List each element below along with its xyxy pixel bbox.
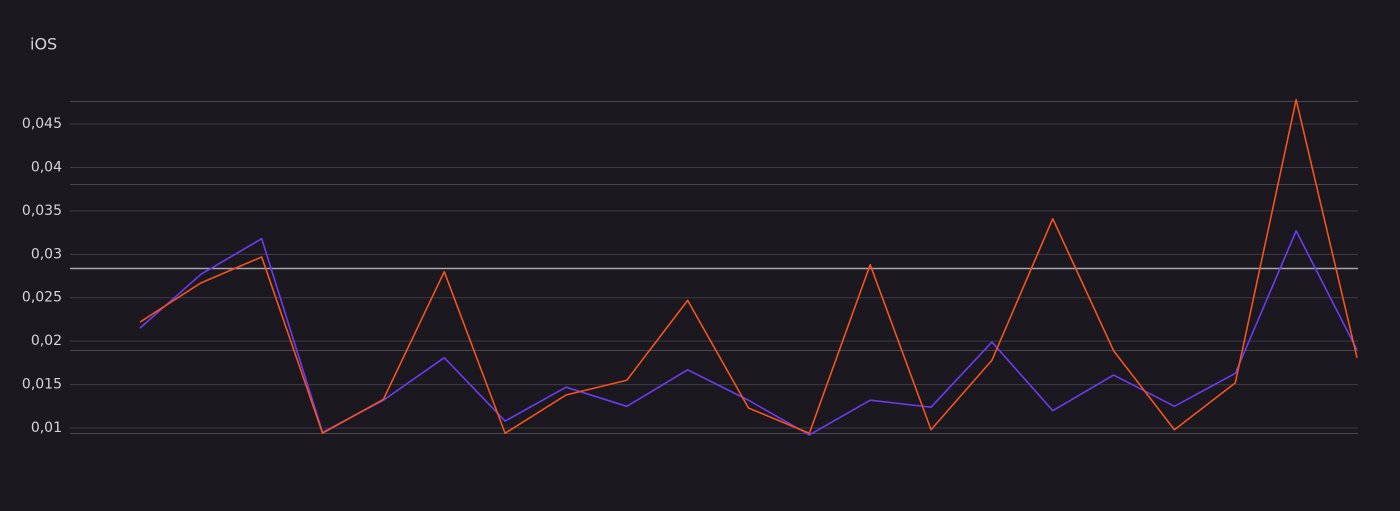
y-tick-label: 0,04 xyxy=(31,159,62,175)
y-tick-label: 0,01 xyxy=(31,420,62,436)
y-tick-label: 0,025 xyxy=(22,290,62,306)
y-tick-label: 0,03 xyxy=(31,246,62,262)
chart-title: iOS xyxy=(30,35,57,54)
y-tick-label: 0,035 xyxy=(22,203,62,219)
y-tick-label: 0,045 xyxy=(22,116,62,132)
y-tick-label: 0,015 xyxy=(22,377,62,393)
y-tick-label: 0,02 xyxy=(31,333,62,349)
series-line xyxy=(139,98,1358,435)
